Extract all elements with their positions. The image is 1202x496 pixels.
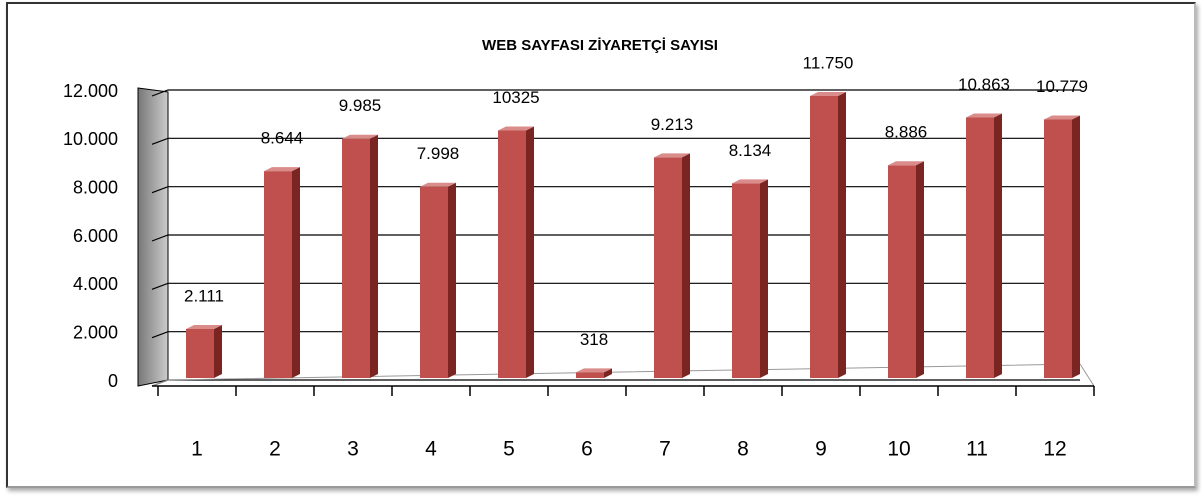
- bar: [186, 324, 222, 378]
- bar: [810, 92, 846, 379]
- y-tick-label: 0: [108, 371, 118, 391]
- bar: [732, 179, 768, 378]
- bar-face: [498, 126, 534, 131]
- bar-face: [760, 179, 768, 378]
- bar-face: [654, 153, 690, 158]
- bar-face: [420, 186, 448, 378]
- x-tick-label: 3: [347, 438, 359, 461]
- bar-face: [838, 92, 846, 379]
- value-label: 7.998: [417, 144, 460, 163]
- bar: [264, 167, 300, 378]
- bar-face: [264, 171, 292, 378]
- bar-face: [292, 167, 300, 378]
- bar-face: [966, 117, 994, 378]
- x-tick-label: 7: [659, 438, 671, 461]
- value-label: 8.644: [261, 129, 304, 148]
- bar-face: [888, 165, 916, 378]
- value-label: 10.779: [1036, 77, 1088, 96]
- value-label: 9.213: [651, 115, 694, 134]
- bar-face: [526, 126, 534, 379]
- bar-face: [186, 324, 222, 329]
- x-tick-label: 8: [737, 438, 749, 461]
- value-label: 10.863: [958, 75, 1010, 94]
- bar-face: [214, 324, 222, 378]
- bar: [576, 368, 612, 378]
- bar-face: [1044, 115, 1080, 120]
- grid-line: [151, 89, 1080, 97]
- grid-line: [151, 137, 1080, 145]
- x-tick-label: 11: [966, 438, 988, 461]
- x-tick-label: 5: [503, 438, 515, 461]
- y-tick-label: 10.000: [63, 129, 118, 149]
- bar-face: [576, 368, 612, 373]
- x-tick-label: 1: [191, 438, 203, 461]
- bar-face: [1072, 115, 1080, 378]
- bar-face: [576, 372, 604, 378]
- y-tick-label: 8.000: [73, 177, 118, 197]
- grid-line: [151, 331, 1080, 339]
- bar-face: [732, 183, 760, 378]
- x-tick-label: 9: [815, 438, 827, 461]
- bar-face: [916, 161, 924, 378]
- bar-face: [342, 138, 370, 378]
- x-tick-label: 10: [887, 438, 910, 461]
- grid-line: [151, 186, 1080, 194]
- grid-line: [151, 234, 1080, 242]
- value-label: 11.750: [803, 54, 854, 73]
- bar-face: [966, 113, 1002, 118]
- y-tick-label: 4.000: [73, 274, 118, 294]
- grid-line: [151, 379, 1080, 387]
- bar-face: [604, 368, 612, 378]
- bar: [498, 126, 534, 379]
- bar: [420, 182, 456, 378]
- bar-face: [732, 179, 768, 184]
- value-label: 318: [580, 330, 608, 349]
- value-label: 10325: [492, 88, 539, 107]
- bar-face: [420, 182, 456, 187]
- bar-face: [1044, 119, 1072, 378]
- bar: [342, 134, 378, 378]
- y-tick-label: 6.000: [73, 226, 118, 246]
- bar-face: [888, 161, 924, 166]
- bar: [966, 113, 1002, 378]
- bar-face: [186, 328, 214, 378]
- bar: [888, 161, 924, 378]
- x-tick-label: 6: [581, 438, 593, 461]
- x-tick-label: 2: [269, 438, 281, 461]
- chart-frame: [6, 2, 1196, 488]
- x-tick-label: 12: [1043, 438, 1066, 461]
- value-label: 2.111: [184, 286, 224, 305]
- bar-face: [682, 153, 690, 378]
- value-label: 9.985: [339, 96, 382, 115]
- y-tick-label: 2.000: [73, 322, 118, 342]
- bar-face: [810, 96, 838, 379]
- bar-face: [498, 130, 526, 378]
- bar-face: [994, 113, 1002, 378]
- value-label: 8.886: [885, 123, 928, 142]
- bar-face: [342, 134, 378, 139]
- grid-line: [151, 282, 1080, 290]
- bar-face: [370, 134, 378, 378]
- bar-face: [448, 182, 456, 378]
- bar-face: [264, 167, 300, 172]
- value-label: 8.134: [729, 141, 772, 160]
- x-tick-label: 4: [425, 438, 437, 461]
- bar: [654, 153, 690, 378]
- bar-face: [654, 157, 682, 378]
- chart-title: WEB SAYFASI ZİYARETÇİ SAYISI: [482, 37, 718, 54]
- y-tick-label: 12.000: [63, 81, 118, 101]
- bar: [1044, 115, 1080, 378]
- bar-face: [810, 92, 846, 97]
